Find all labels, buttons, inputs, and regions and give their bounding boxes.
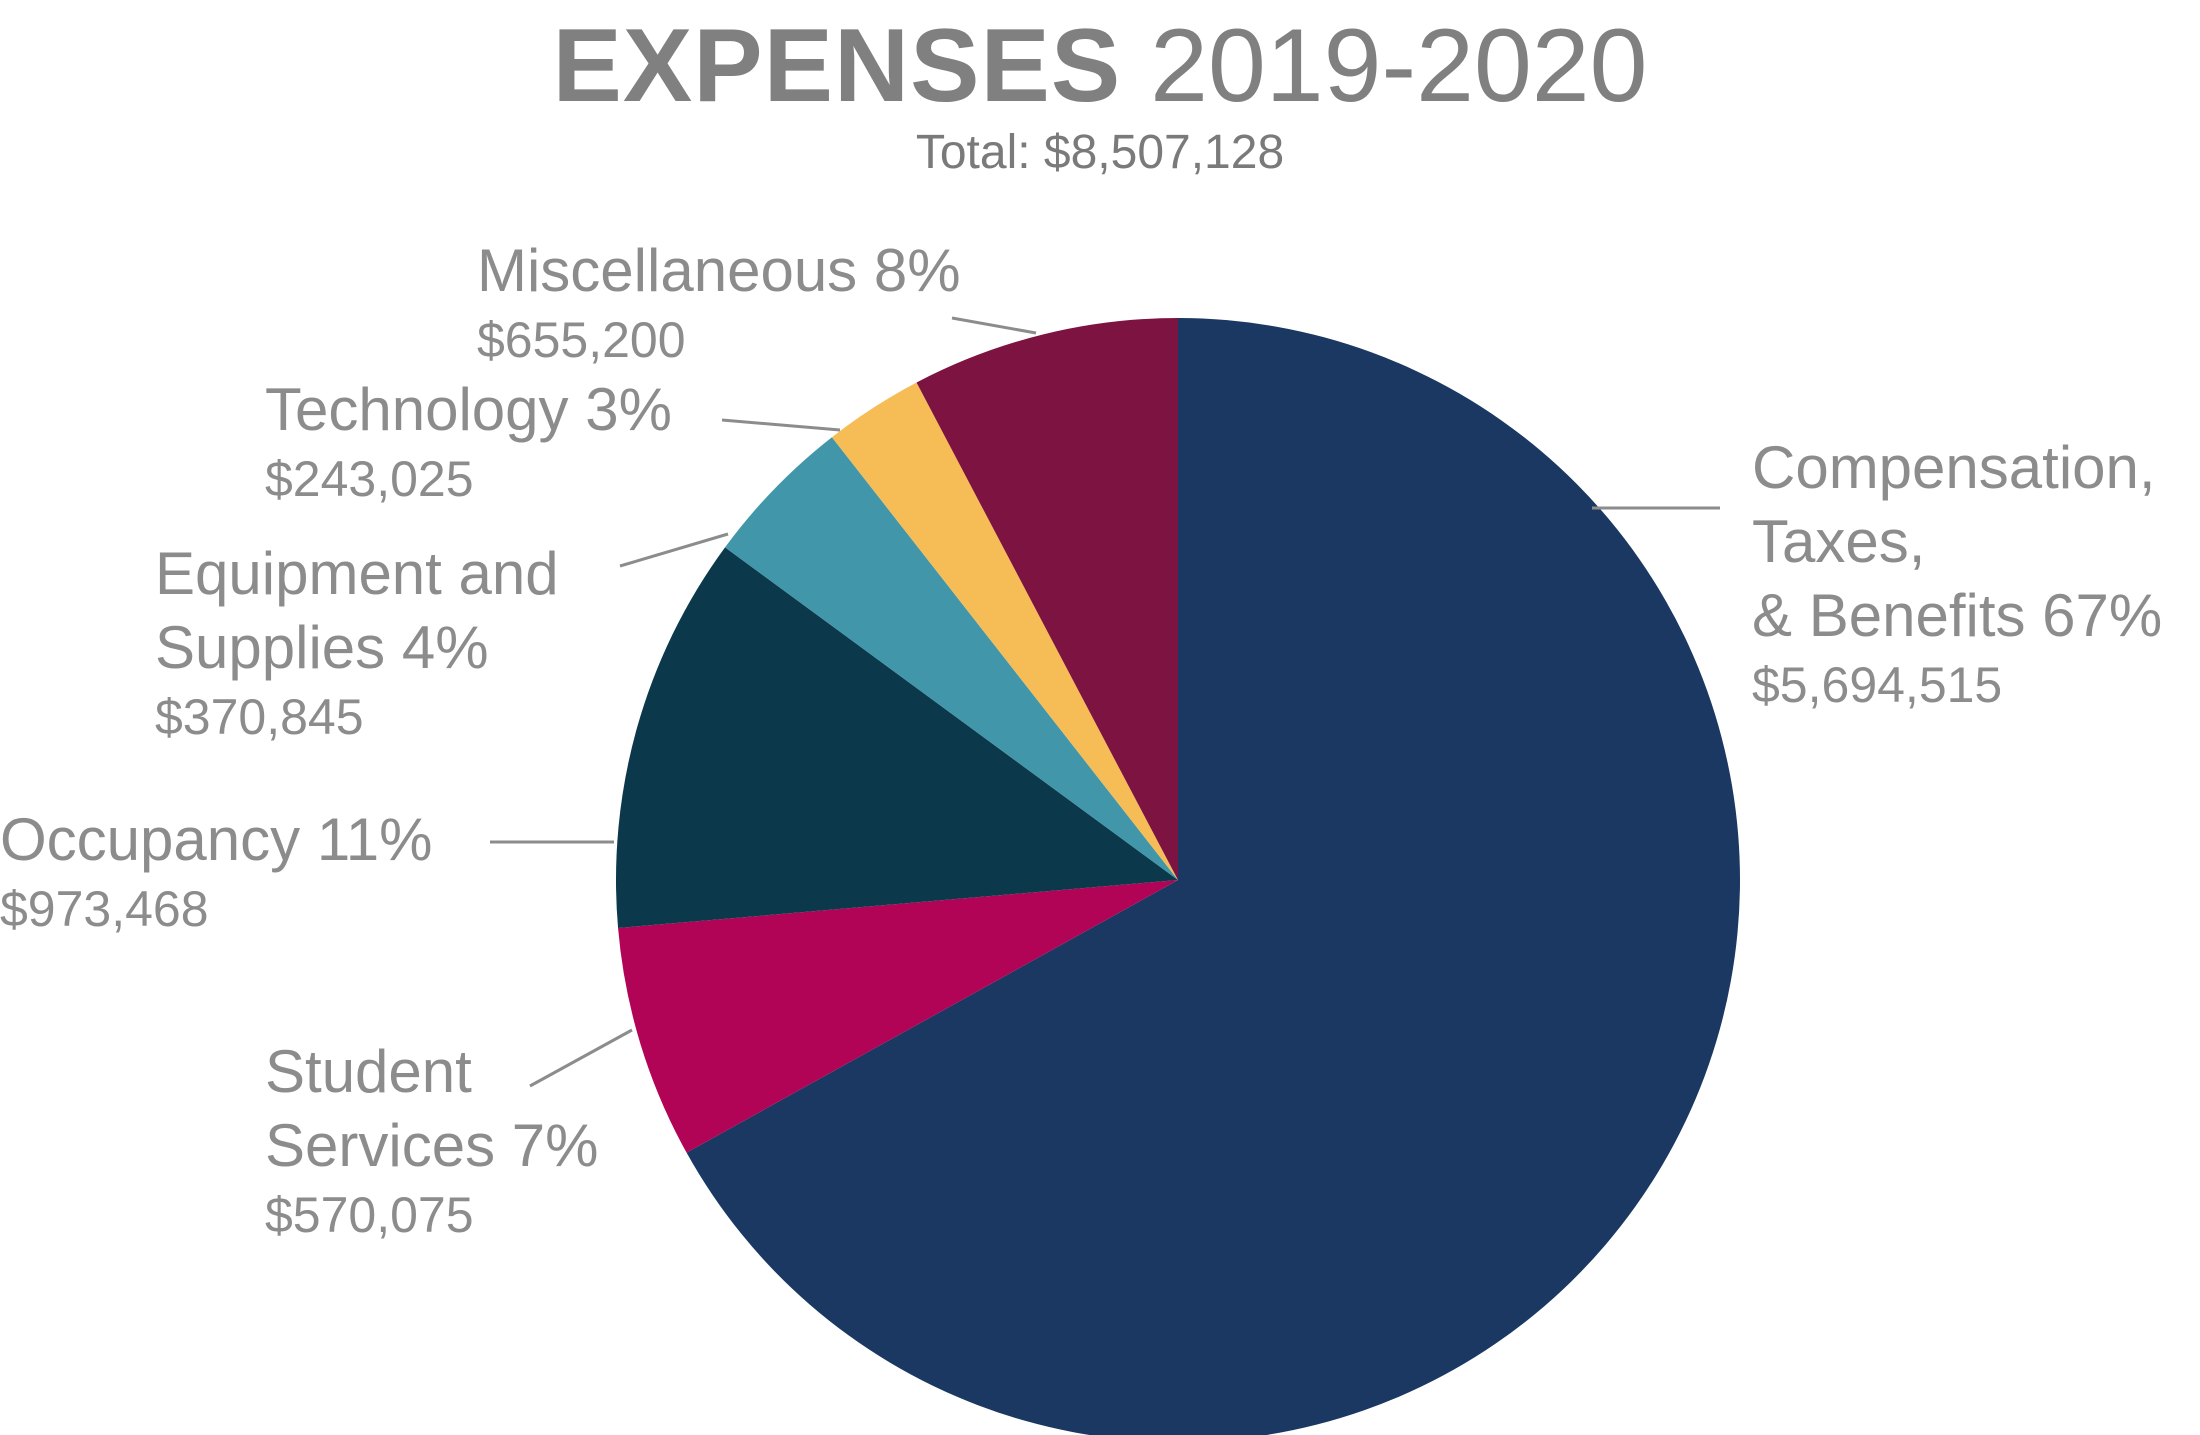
slice-label-line-equipment: Supplies 4% (155, 614, 489, 681)
leader-line-technology (721, 418, 841, 432)
chart-title-bold: EXPENSES (552, 8, 1122, 124)
slice-label-occupancy: Occupancy 11% $973,468 (0, 806, 432, 937)
slice-amount-student: $570,075 (265, 1187, 474, 1243)
slice-amount-equipment: $370,845 (155, 689, 364, 745)
pie-slice-occupancy (615, 547, 1178, 928)
slice-label-compensation: Compensation, Taxes, & Benefits 67% $5,694,… (1752, 434, 2162, 713)
pie-slice-equipment (725, 437, 1178, 880)
pie-slices (615, 318, 1740, 1435)
pie-slice-compensation (686, 318, 1740, 1435)
pie-slice-technology (831, 382, 1178, 880)
chart-title-years: 2019-2020 (1150, 8, 1648, 124)
pie-slice-misc (916, 318, 1178, 880)
chart-header: EXPENSES 2019-2020 Total: $8,507,128 (0, 8, 2200, 182)
chart-subtitle: Total: $8,507,128 (915, 126, 1285, 179)
slice-label-line-equipment: Equipment and (155, 540, 559, 607)
slice-labels: Compensation, Taxes, & Benefits 67% $5,694,… (0, 237, 2162, 1243)
slice-label-line-student: Student (265, 1038, 472, 1105)
slice-amount-technology: $243,025 (265, 451, 474, 507)
slice-label-line-misc: Miscellaneous 8% (477, 237, 961, 304)
slice-label-line-compensation: Compensation, (1752, 434, 2156, 501)
slice-label-equipment: Equipment and Supplies 4% $370,845 (155, 540, 559, 745)
slice-amount-occupancy: $973,468 (0, 881, 209, 937)
leader-line-misc (951, 316, 1037, 335)
slice-label-line-occupancy: Occupancy 11% (0, 806, 432, 873)
slice-label-line-student: Services 7% (265, 1112, 598, 1179)
leader-line-student (529, 1028, 633, 1088)
slice-amount-compensation: $5,694,515 (1752, 657, 2002, 713)
slice-label-line-technology: Technology 3% (265, 376, 672, 443)
slice-label-student: Student Services 7% $570,075 (265, 1038, 598, 1243)
slice-label-line-compensation: & Benefits 67% (1752, 582, 2162, 649)
leader-lines (490, 316, 1720, 1088)
slice-amount-misc: $655,200 (477, 312, 686, 368)
slice-label-line-compensation: Taxes, (1752, 508, 1925, 575)
leader-line-equipment (619, 532, 729, 568)
pie-slice-student (618, 880, 1178, 1153)
slice-label-technology: Technology 3% $243,025 (265, 376, 672, 507)
slice-label-misc: Miscellaneous 8% $655,200 (477, 237, 961, 368)
chart-title: EXPENSES 2019-2020 (0, 8, 2200, 124)
